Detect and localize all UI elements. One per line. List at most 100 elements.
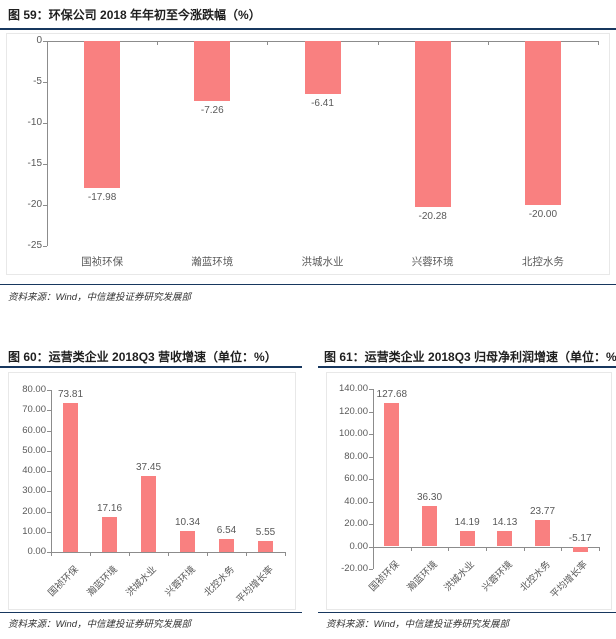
y-tick-label: 0.00 — [349, 540, 369, 552]
x-tick-mark — [157, 41, 159, 45]
x-tick-mark — [90, 552, 91, 556]
y-tick-label: 70.00 — [22, 404, 46, 416]
figure-60-bar-chart: 80.00 70.00 60.00 50.00 40.00 30.00 20.00 10.00… — [8, 372, 296, 610]
bar-value-label: -20.00 — [528, 209, 558, 220]
y-tick-mark — [369, 546, 373, 548]
bar-value-label: 73.81 — [57, 388, 84, 400]
bar-value-label: 37.45 — [135, 462, 162, 474]
y-tick-label: 120.00 — [338, 405, 368, 417]
bar-value-label: 6.54 — [216, 524, 237, 536]
y-tick-label: 0 — [36, 35, 42, 46]
y-tick-mark — [369, 434, 373, 435]
bar-value-label: 23.77 — [529, 505, 556, 517]
y-tick-mark — [43, 82, 47, 83]
bar-value-label: 5.55 — [255, 526, 276, 538]
figure-59-title-divider — [0, 28, 616, 30]
y-tick-mark — [369, 389, 373, 390]
figure-60-title: 图 60：运营类企业 2018Q3 营收增速（单位：%） — [8, 350, 277, 364]
y-tick-mark — [369, 524, 373, 525]
y-tick-label: -15 — [27, 158, 42, 169]
x-tick-mark — [51, 552, 52, 556]
figure-60-source-divider — [0, 612, 302, 613]
category-label: 瀚蓝环境 — [191, 256, 234, 268]
bar — [414, 41, 451, 208]
figure-61-title-divider — [318, 366, 616, 368]
x-tick-mark — [285, 552, 286, 556]
y-tick-label: 20.00 — [344, 518, 368, 529]
y-tick-mark — [43, 164, 47, 165]
x-tick-mark — [410, 546, 412, 551]
y-tick-label: 10.00 — [22, 525, 46, 537]
figure-59-bar-chart: 0 -5 -10 -15 -20 -25 -17.98 国祯环保 -7.26 瀚蓝环境 -6.41 洪… — [6, 33, 610, 275]
y-tick-label: 60.00 — [22, 424, 46, 436]
figure-61-title: 图 61：运营类企业 2018Q3 归母净利润增速（单位：%） — [324, 350, 616, 364]
y-tick-label: -10 — [27, 117, 42, 128]
bar-value-label: 14.13 — [492, 516, 518, 528]
y-tick-mark — [369, 501, 373, 503]
bar — [572, 546, 588, 553]
bar-value-label: 127.68 — [376, 388, 408, 400]
category-label: 洪城水业 — [301, 256, 344, 268]
y-tick-mark — [43, 123, 47, 124]
x-tick-mark — [599, 546, 600, 551]
y-tick-mark — [47, 390, 51, 391]
y-tick-label: -20 — [27, 199, 42, 210]
figure-59-source: 资料来源：Wind，中信建投证券研究发展部 — [8, 292, 192, 303]
y-tick-label: 60.00 — [344, 473, 368, 484]
x-tick-mark — [487, 41, 489, 45]
y-tick-mark — [47, 552, 51, 553]
bar — [180, 531, 195, 552]
category-label: 兴蓉环境 — [411, 256, 454, 268]
x-tick-mark — [598, 41, 599, 45]
bar — [497, 530, 513, 547]
y-tick-label: 50.00 — [22, 444, 46, 456]
x-tick-mark — [377, 41, 379, 45]
y-tick-label: 80.00 — [344, 450, 368, 462]
y-tick-label: 40.00 — [344, 495, 368, 507]
bar-value-label: -7.26 — [200, 104, 224, 116]
figure-59-source-divider — [0, 284, 616, 285]
y-tick-label: 140.00 — [338, 383, 368, 394]
y-tick-mark — [43, 205, 47, 206]
bar — [524, 41, 561, 205]
bar-value-label: 10.34 — [174, 517, 201, 529]
y-tick-mark — [369, 456, 373, 458]
y-tick-mark — [369, 479, 373, 480]
bar-value-label: -20.28 — [418, 211, 447, 223]
figure-60-title-divider — [0, 366, 302, 368]
y-tick-mark — [47, 491, 51, 493]
bar — [63, 402, 78, 552]
y-tick-label: 100.00 — [338, 428, 368, 439]
figure-61-source: 资料来源：Wind，中信建投证券研究发展部 — [326, 619, 510, 630]
x-tick-mark — [47, 41, 48, 45]
y-tick-label: 40.00 — [22, 465, 46, 476]
y-tick-mark — [47, 450, 51, 452]
y-tick-mark — [47, 531, 51, 533]
bar — [459, 530, 475, 547]
y-tick-mark — [47, 471, 51, 472]
figure-61-bar-chart: 140.00 120.00 100.00 80.00 60.00 40.00 20.00 0.… — [326, 372, 612, 610]
y-axis-line — [373, 389, 374, 569]
bar-value-label: 14.19 — [454, 516, 480, 528]
y-tick-mark — [47, 430, 51, 432]
bar — [384, 402, 400, 547]
y-tick-label: -20.00 — [341, 563, 368, 574]
x-tick-mark — [373, 546, 374, 551]
bar — [141, 476, 156, 552]
bar-value-label: -6.41 — [311, 97, 334, 109]
bar — [84, 41, 121, 189]
y-tick-mark — [369, 569, 373, 570]
x-tick-mark — [246, 552, 247, 556]
bar-value-label: -5.17 — [568, 532, 592, 544]
x-tick-mark — [448, 546, 450, 551]
y-tick-label: -25 — [27, 240, 42, 251]
bar-value-label: 36.30 — [416, 491, 443, 503]
y-tick-label: 30.00 — [22, 485, 46, 497]
y-tick-label: 0.00 — [27, 546, 47, 557]
x-tick-mark — [129, 552, 130, 556]
bar — [102, 517, 117, 552]
y-tick-mark — [43, 41, 47, 42]
bar-value-label: 17.16 — [96, 503, 123, 515]
x-tick-mark — [207, 552, 208, 556]
